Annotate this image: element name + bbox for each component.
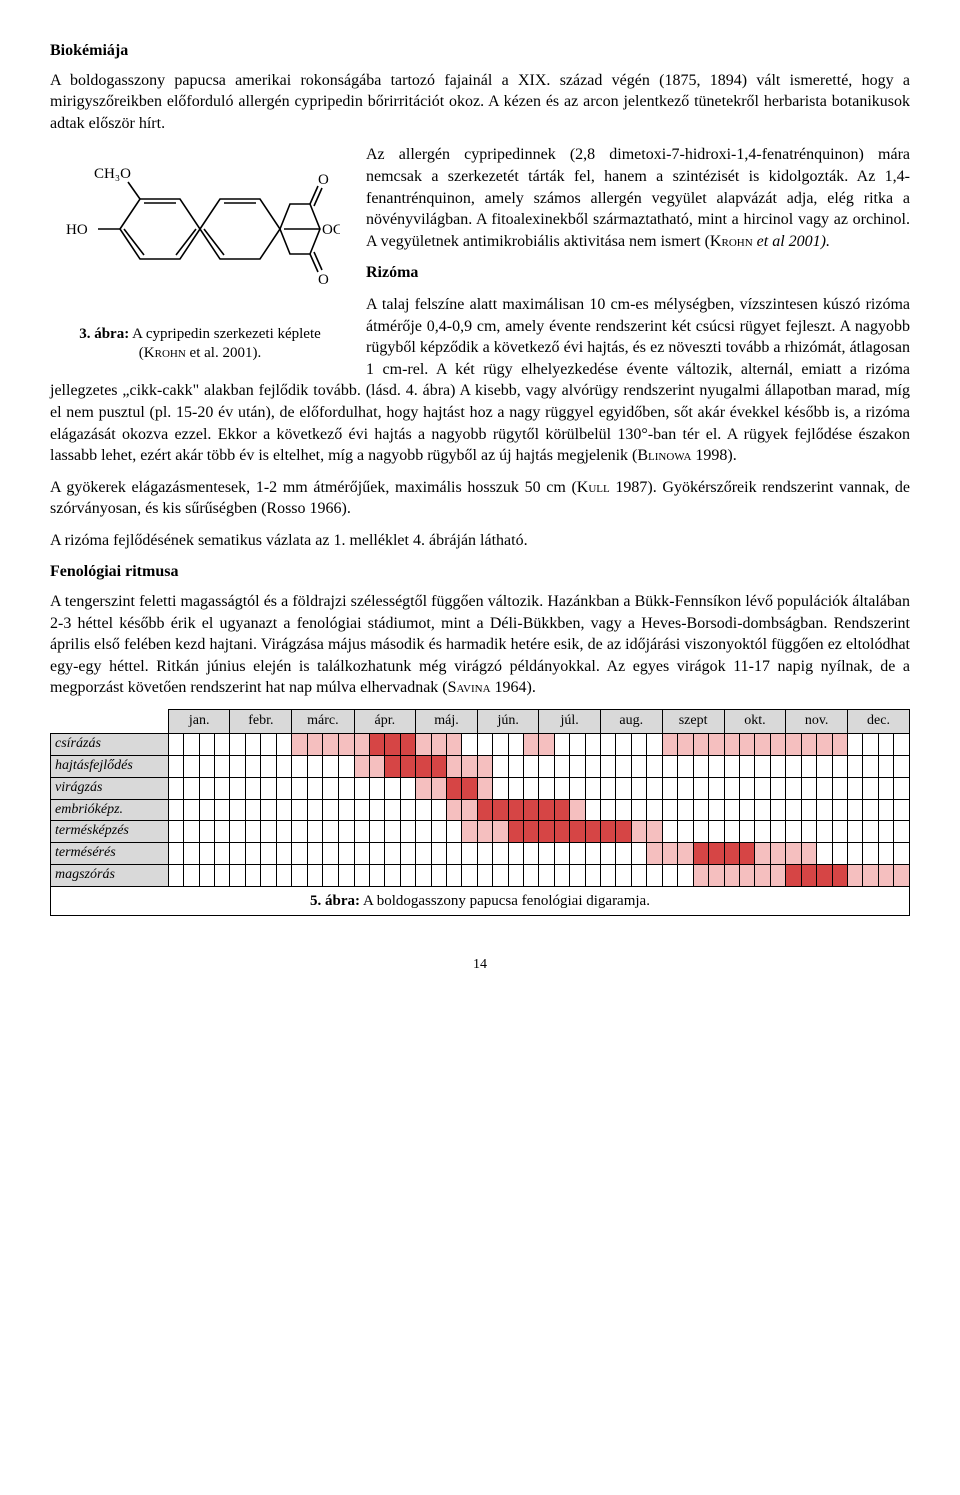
month-header: ápr.: [354, 710, 416, 734]
phenology-row-label: termésképzés: [51, 821, 169, 843]
phenology-row: termésérés: [51, 843, 910, 865]
cypripedin-structure-svg: CH₃O HO O O OCH₃: [60, 144, 340, 314]
paragraph-4: A gyökerek elágazásmentesek, 1-2 mm átmé…: [50, 477, 910, 520]
phenology-row: csírázás: [51, 733, 910, 755]
figure-5-caption: 5. ábra: A boldogasszony papucsa fenológ…: [50, 887, 910, 916]
figure-3: CH₃O HO O O OCH₃ 3. ábra: A cypripedin s…: [50, 144, 350, 362]
phenology-row-label: termésérés: [51, 843, 169, 865]
month-header: szept: [662, 710, 724, 734]
heading-rizoma: Rizóma: [366, 264, 418, 281]
month-header: okt.: [724, 710, 786, 734]
label-ch3o: CH₃O: [94, 166, 131, 182]
label-och3: OCH₃: [322, 222, 340, 238]
month-header: máj.: [416, 710, 478, 734]
month-header: júl.: [539, 710, 600, 734]
label-ho: HO: [66, 222, 88, 238]
phenology-row: termésképzés: [51, 821, 910, 843]
month-header: jan.: [168, 710, 230, 734]
page-number: 14: [50, 956, 910, 975]
paragraph-5: A rizóma fejlődésének sematikus vázlata …: [50, 530, 910, 552]
phenology-row: embrióképz.: [51, 799, 910, 821]
paragraph-6: A tengerszint feletti magasságtól és a f…: [50, 591, 910, 699]
phenology-row-label: csírázás: [51, 733, 169, 755]
phenology-row-label: hajtásfejlődés: [51, 755, 169, 777]
heading-biochem: Biokémiája: [50, 40, 910, 62]
phenology-row: magszórás: [51, 865, 910, 887]
month-header: nov.: [786, 710, 848, 734]
phenology-table: jan.febr.márc.ápr.máj.jún.júl.aug.szepto…: [50, 709, 910, 887]
phenology-row: hajtásfejlődés: [51, 755, 910, 777]
month-header: febr.: [230, 710, 292, 734]
paragraph-1: A boldogasszony papucsa amerikai rokonsá…: [50, 70, 910, 135]
month-header: jún.: [477, 710, 539, 734]
phenology-row-label: magszórás: [51, 865, 169, 887]
month-header: dec.: [847, 710, 909, 734]
heading-fenol: Fenológiai ritmusa: [50, 561, 910, 583]
figure-3-caption: 3. ábra: A cypripedin szerkezeti képlete…: [50, 325, 350, 363]
phenology-row-label: virágzás: [51, 777, 169, 799]
label-o1: O: [318, 172, 329, 188]
phenology-row: virágzás: [51, 777, 910, 799]
label-o2: O: [318, 272, 329, 288]
month-header: aug.: [600, 710, 662, 734]
month-header: márc.: [292, 710, 354, 734]
phenology-row-label: embrióképz.: [51, 799, 169, 821]
